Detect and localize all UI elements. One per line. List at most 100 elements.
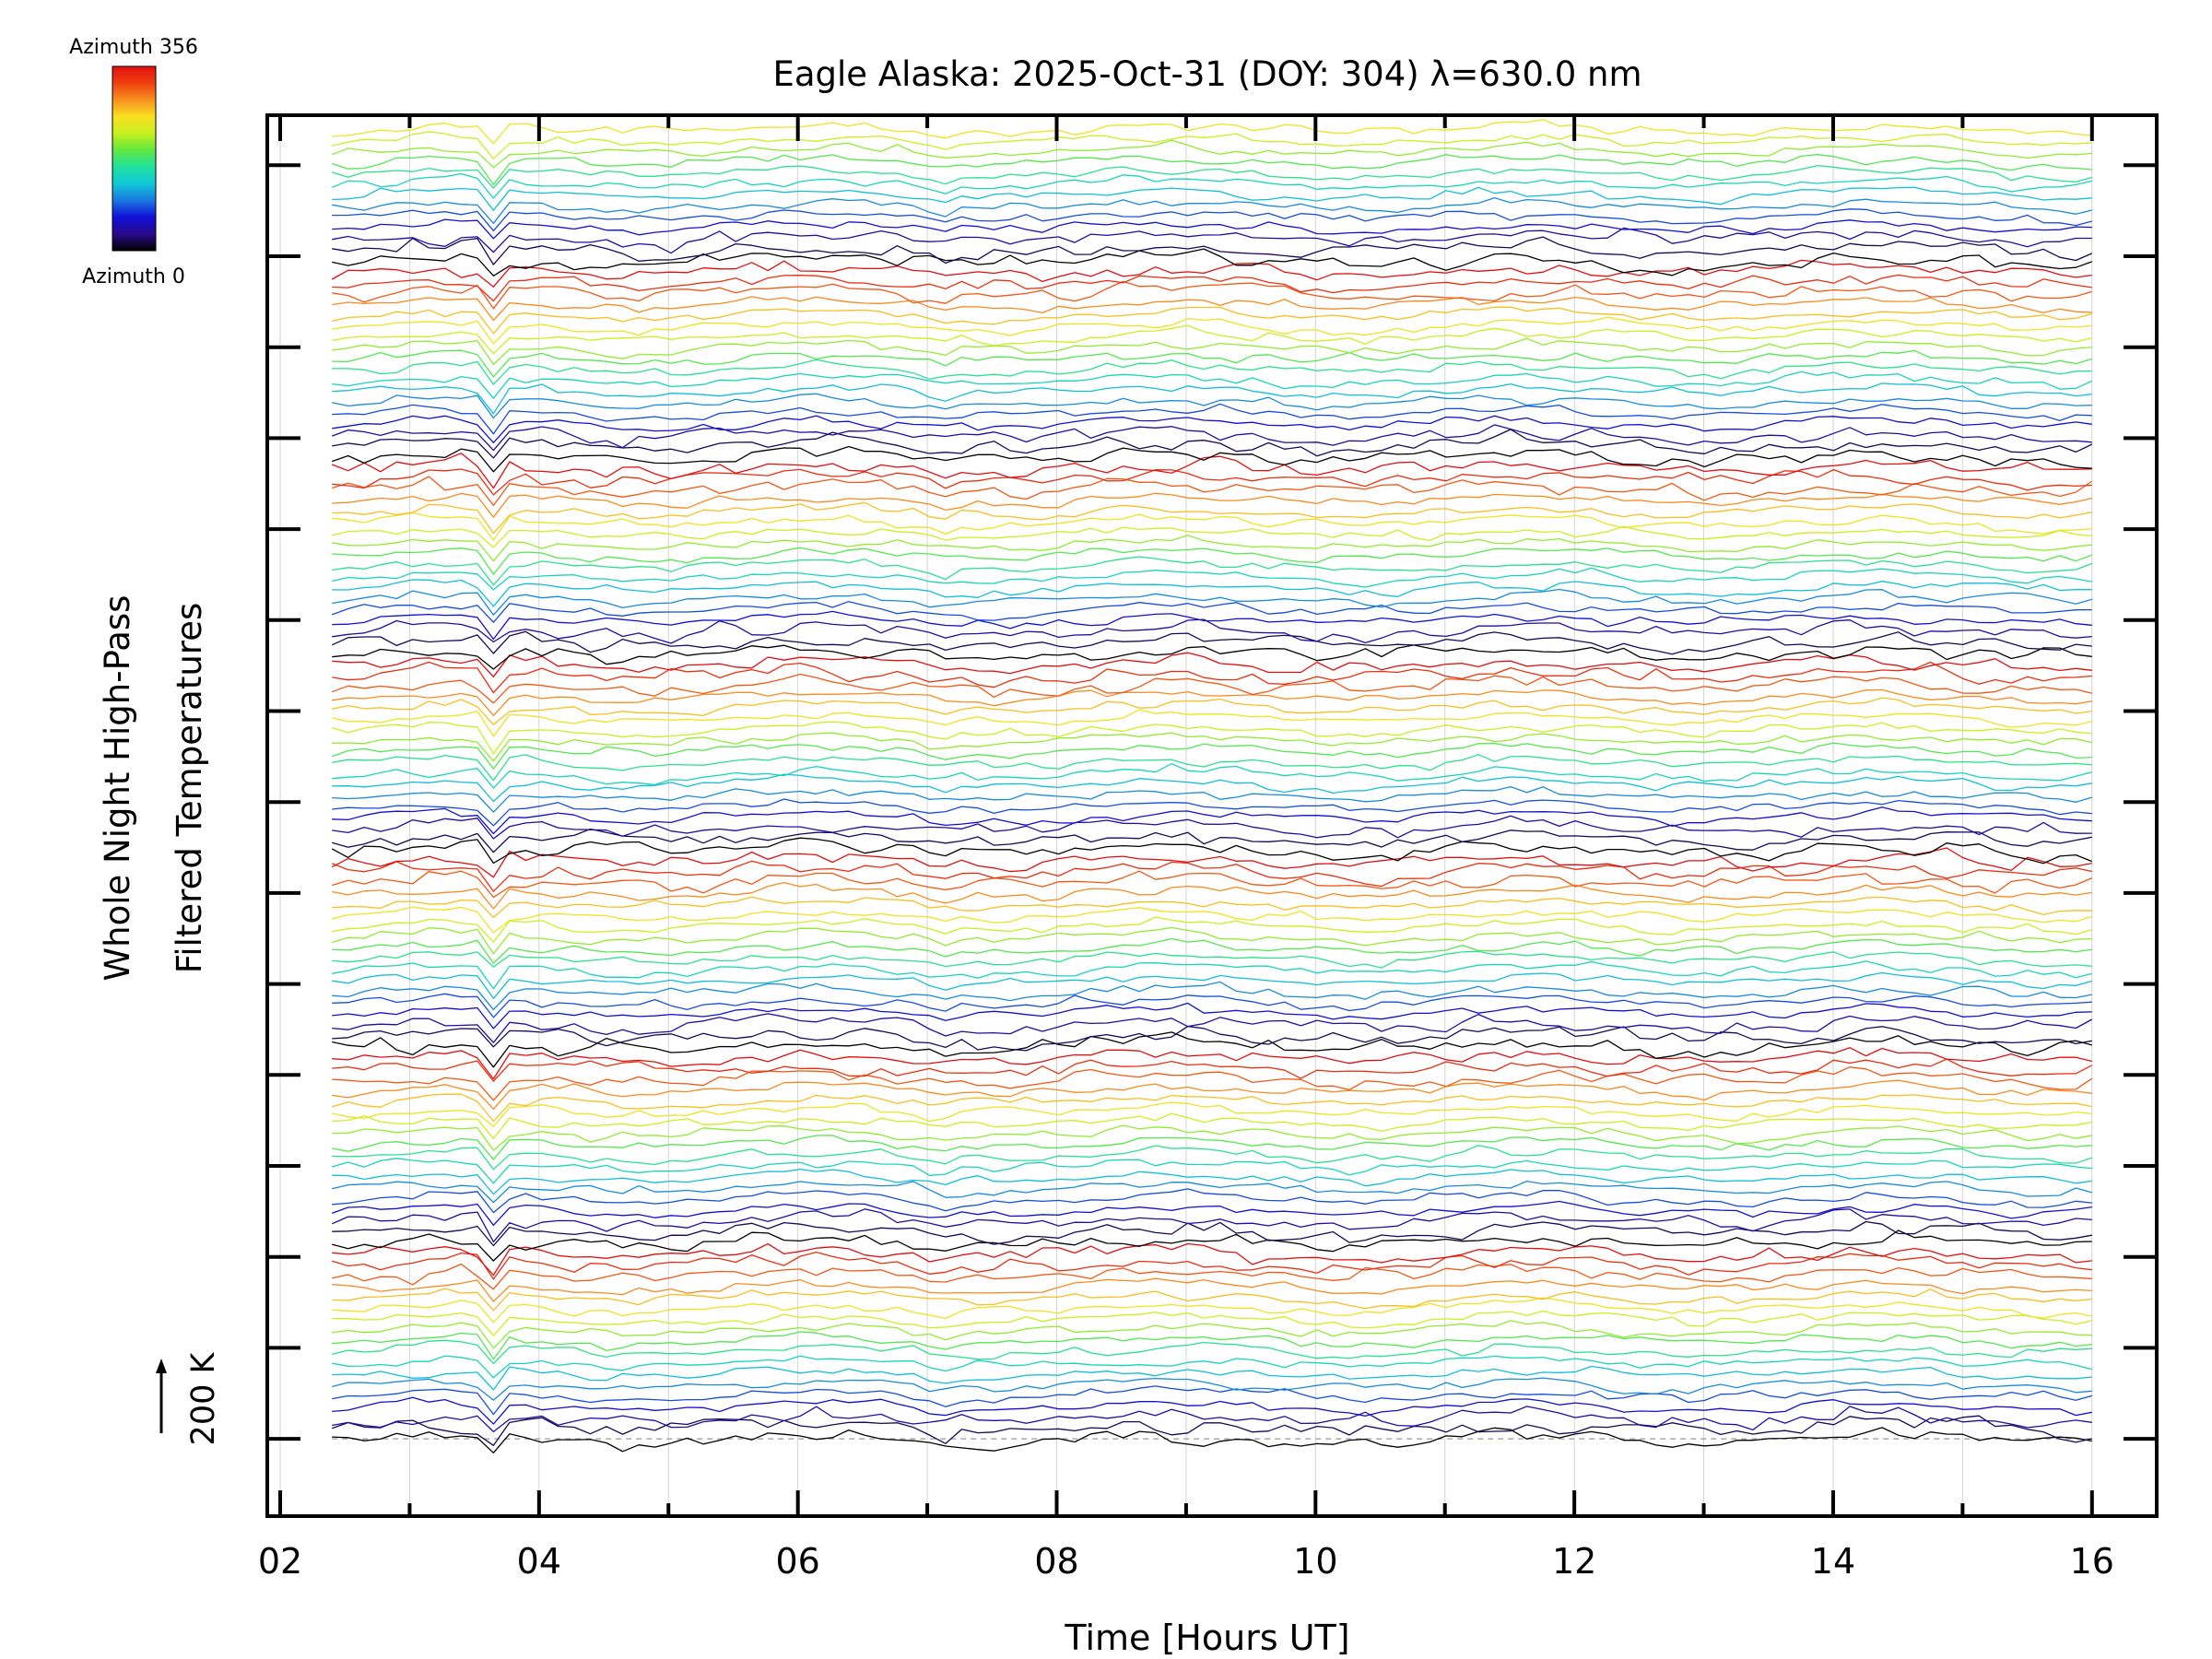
series-layer (331, 119, 2093, 1453)
series-line (332, 280, 2092, 310)
axes-layer: 02 04 06 08 10 12 14 16 (258, 113, 2159, 1582)
x-tick-label: 16 (2070, 1541, 2114, 1582)
y-axis-label-line1: Whole Night High-Pass (98, 595, 137, 982)
series-line (332, 828, 2092, 853)
series-line (332, 1355, 2092, 1379)
series-line (332, 164, 2092, 189)
series-line (332, 960, 2092, 990)
series-line (331, 673, 2092, 704)
plot-frame (265, 113, 2159, 1518)
series-line (332, 1297, 2092, 1324)
series-line (332, 1251, 2092, 1280)
x-tick-label: 14 (1811, 1541, 1855, 1582)
series-line (332, 1385, 2092, 1416)
series-line (332, 732, 2092, 762)
series-line (332, 227, 2092, 254)
series-line (332, 1242, 2092, 1277)
series-line (332, 1168, 2092, 1195)
series-line (332, 1047, 2092, 1080)
series-line (332, 579, 2092, 607)
colorbar-bottom-label: Azimuth 0 (82, 265, 185, 288)
series-line (332, 1013, 2093, 1043)
series-line (332, 806, 2092, 835)
series-line (332, 1093, 2092, 1123)
y-axis-label-line2: Filtered Temperatures (170, 603, 209, 973)
series-line (332, 1124, 2092, 1151)
series-line (332, 274, 2092, 302)
series-line (332, 547, 2093, 575)
series-line (332, 785, 2092, 813)
series-line (332, 1145, 2093, 1171)
series-line (331, 837, 2093, 865)
x-tick-label: 10 (1293, 1541, 1337, 1582)
series-line (332, 1135, 2092, 1160)
series-line (332, 661, 2092, 694)
series-line (332, 306, 2092, 335)
series-line (332, 610, 2092, 641)
series-line (332, 512, 2092, 541)
series-line (332, 1101, 2092, 1127)
series-line (332, 196, 2092, 224)
series-line (332, 1288, 2092, 1312)
series-line (332, 1079, 2092, 1111)
x-axis-label: Time [Hours UT] (1064, 1618, 1349, 1658)
x-tick-label: 04 (517, 1541, 561, 1582)
series-line (332, 1339, 2092, 1365)
series-line (332, 870, 2093, 899)
series-line (331, 847, 2092, 878)
series-line (332, 535, 2092, 562)
series-line (332, 1230, 2092, 1262)
series-line (332, 468, 2092, 496)
series-line (332, 644, 2092, 670)
colorbar-top-label: Azimuth 356 (69, 36, 198, 59)
series-line (332, 798, 2092, 827)
series-line (332, 652, 2092, 677)
series-line (332, 567, 2092, 591)
series-line (332, 697, 2092, 725)
series-line (332, 324, 2092, 355)
series-line (332, 248, 2093, 276)
series-line (332, 501, 2092, 535)
series-line (331, 172, 2092, 199)
chart-title: Eagle Alaska: 2025-Oct-31 (DOY: 304) λ=6… (772, 54, 1641, 94)
series-line (332, 896, 2092, 919)
series-line (331, 1200, 2092, 1226)
series-line (332, 993, 2092, 1018)
x-tick-label: 02 (258, 1541, 302, 1582)
series-line (332, 186, 2092, 211)
series-line (332, 721, 2092, 755)
series-line (332, 916, 2092, 943)
series-line (332, 1406, 2092, 1433)
series-line (332, 971, 2092, 999)
series-line (332, 1180, 2092, 1204)
series-line (332, 754, 2092, 782)
series-line (332, 119, 2092, 145)
series-line (331, 630, 2092, 655)
x-tick-label: 12 (1552, 1541, 1596, 1582)
series-line (332, 588, 2092, 616)
series-line (332, 359, 2092, 385)
series-line (332, 1396, 2092, 1425)
series-line (332, 937, 2092, 964)
series-line (332, 1277, 2092, 1302)
series-line (332, 1427, 2092, 1453)
series-line (332, 492, 2092, 518)
series-line (332, 773, 2092, 803)
series-line (332, 1031, 2092, 1068)
series-line (331, 259, 2092, 288)
series-line (332, 371, 2093, 399)
series-line (331, 445, 2092, 473)
series-line (332, 1188, 2092, 1214)
x-tick-label: 08 (1034, 1541, 1078, 1582)
series-line (332, 131, 2092, 159)
scale-label: 200 K (185, 1352, 222, 1446)
series-line (332, 476, 2093, 507)
series-line (331, 860, 2092, 892)
series-line (332, 1263, 2092, 1290)
series-line (331, 601, 2092, 623)
series-line (332, 429, 2093, 459)
series-line (332, 688, 2092, 716)
series-line (332, 618, 2092, 644)
series-line (332, 218, 2092, 240)
